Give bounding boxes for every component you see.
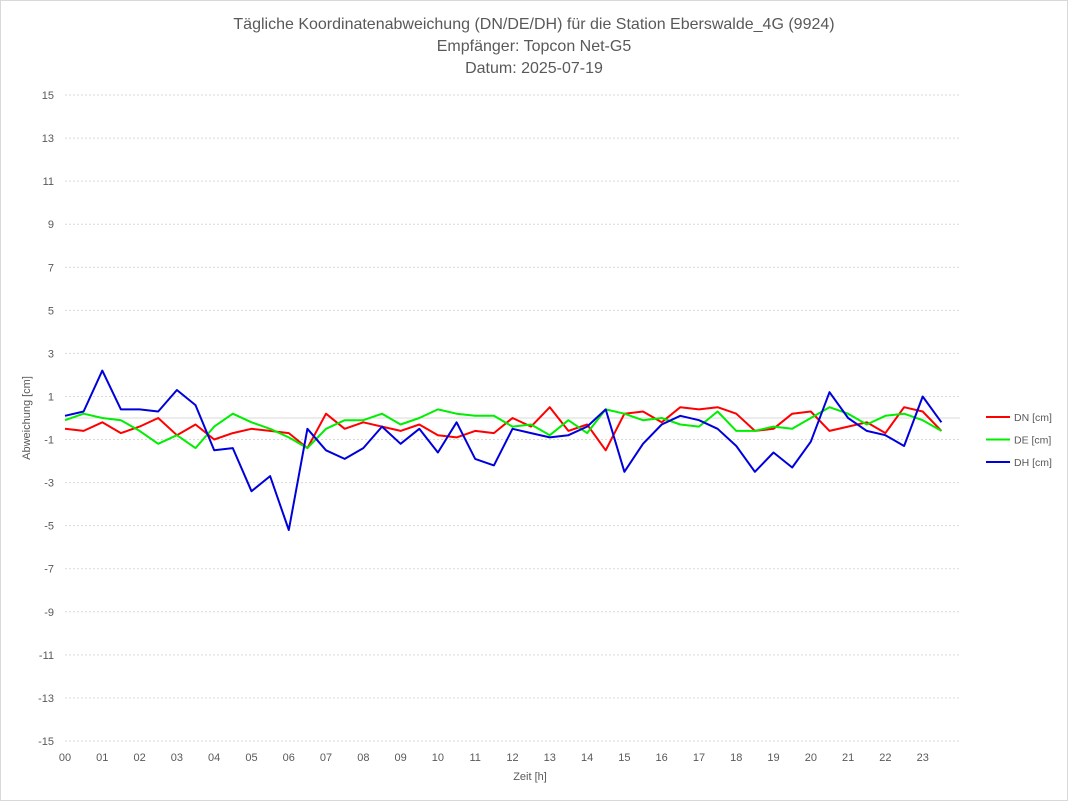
x-tick-label: 13 [544, 752, 556, 764]
legend-label-dh: DH [cm] [1014, 457, 1052, 469]
series-line-dn [64, 406, 943, 452]
x-tick-label: 10 [432, 752, 444, 764]
y-tick-label: 5 [48, 305, 54, 317]
chart-title-line-2: Empfänger: Topcon Net-G5 [437, 38, 632, 55]
y-tick-label: 3 [48, 348, 54, 360]
x-tick-label: 09 [395, 752, 407, 764]
x-tick-label: 02 [133, 752, 145, 764]
x-tick-label: 06 [283, 752, 295, 764]
series-line-de [64, 406, 942, 450]
x-tick-label: 15 [618, 752, 630, 764]
x-tick-label: 05 [245, 752, 257, 764]
x-tick-label: 23 [917, 752, 929, 764]
x-tick-label: 11 [469, 752, 480, 764]
x-tick-label: 00 [59, 752, 71, 764]
legend: DN [cm] DE [cm] DH [cm] [986, 412, 1052, 469]
y-tick-label: -11 [39, 650, 54, 662]
x-tick-label: 08 [357, 752, 369, 764]
x-tick-label: 14 [581, 752, 593, 764]
y-tick-label: -9 [44, 607, 54, 619]
y-tick-label: -13 [38, 693, 54, 705]
y-tick-label: 9 [48, 219, 54, 231]
x-tick-label: 21 [842, 752, 854, 764]
legend-label-de: DE [cm] [1014, 435, 1051, 447]
x-tick-label: 07 [320, 752, 332, 764]
y-tick-label: -5 [44, 521, 54, 533]
x-tick-label: 20 [805, 752, 817, 764]
y-tick-label: -15 [38, 736, 54, 748]
x-tick-label: 19 [767, 752, 779, 764]
x-tick-label: 04 [208, 752, 220, 764]
x-tick-label: 12 [506, 752, 518, 764]
chart-title-line-3: Datum: 2025-07-19 [465, 60, 603, 77]
x-tick-label: 16 [656, 752, 668, 764]
series-lines [64, 369, 943, 531]
y-tick-label: 15 [42, 90, 54, 102]
y-tick-label: 11 [43, 176, 54, 188]
chart-title-line-1: Tägliche Koordinatenabweichung (DN/DE/DH… [233, 16, 834, 33]
y-tick-label: 1 [48, 391, 54, 403]
series-line-dh [64, 369, 943, 531]
x-tick-label: 22 [879, 752, 891, 764]
x-tick-label: 01 [96, 752, 108, 764]
y-tick-label: -3 [44, 478, 54, 490]
x-tick-label: 03 [171, 752, 183, 764]
y-tick-label: 13 [42, 133, 54, 145]
y-axis-label: Abweichung [cm] [21, 376, 33, 460]
x-tick-label: 18 [730, 752, 742, 764]
y-tick-label: -7 [44, 564, 54, 576]
y-tick-label: 7 [48, 262, 54, 274]
y-tick-label: -1 [44, 435, 54, 447]
x-axis-label: Zeit [h] [513, 771, 547, 783]
x-tick-label: 17 [693, 752, 705, 764]
x-tick-labels: 00 01 02 03 04 05 06 07 08 09 10 11 12 13 14 15 16 17 18 19… [59, 752, 929, 764]
y-tick-labels: 15 13 11 9 7 5 3 1 -1 -3 -5 -7 -9 -11 -13 -15 [38, 90, 54, 748]
legend-label-dn: DN [cm] [1014, 412, 1052, 424]
